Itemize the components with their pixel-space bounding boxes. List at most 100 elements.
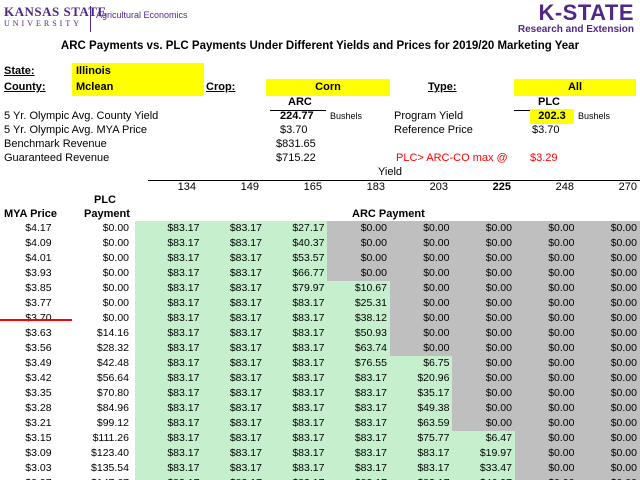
- ksu-wordmark: KANSAS STATE: [4, 4, 107, 19]
- arc-payment-cell: $0.00: [389, 221, 453, 236]
- arc-payment-cell: $0.00: [577, 326, 640, 341]
- type-field[interactable]: All: [514, 79, 636, 96]
- arc-payment-cell: $0.00: [514, 356, 578, 371]
- arc-payment-cell: $83.17: [202, 356, 265, 371]
- county-label: County:: [4, 81, 46, 93]
- mya-price-cell: $3.21: [25, 417, 52, 429]
- arc-payment-cell: $35.17: [389, 386, 453, 401]
- yield-header-cell: 165: [303, 181, 322, 193]
- plc-payment-cell: $0.00: [102, 252, 129, 264]
- arc-payment-cell: $6.47: [452, 431, 515, 446]
- arc-payment-cell: $0.00: [452, 296, 515, 311]
- arc-payment-cell: $0.00: [389, 281, 453, 296]
- bushels-unit-2: Bushels: [578, 111, 611, 121]
- arc-payment-cell: $27.17: [264, 221, 328, 236]
- arc-payment-cell: $0.00: [514, 221, 578, 236]
- plc-payment-cell: $0.00: [102, 237, 129, 249]
- mya-price-cell: $3.03: [25, 462, 52, 474]
- plc-column-header-line2: Payment: [84, 208, 130, 220]
- table-row: $3.49 $42.48 $83.17 $83.17 $83.17 $76.55 $6.75…: [0, 356, 640, 371]
- table-row: $4.01 $0.00 $83.17 $83.17 $53.57 $0.00 $0.00 $0…: [0, 251, 640, 266]
- arc-payment-cell: $0.00: [514, 251, 578, 266]
- plc-payment-cell: $42.48: [96, 357, 129, 369]
- plc-payment-cell: $0.00: [102, 267, 129, 279]
- yield-header-cell: 183: [366, 181, 385, 193]
- arc-payment-cell: $83.17: [264, 461, 328, 476]
- arc-payment-cell: $0.00: [514, 386, 578, 401]
- arc-payment-cell: $0.00: [577, 386, 640, 401]
- arc-payment-cell: $83.17: [202, 236, 265, 251]
- arc-payment-cell: $83.17: [327, 416, 390, 431]
- mya-price-cell: $4.01: [25, 252, 52, 264]
- mya-price-cell: $3.70: [25, 312, 52, 324]
- arc-payment-cell: $83.17: [327, 431, 390, 446]
- table-row: $3.09 $123.40 $83.17 $83.17 $83.17 $83.17 $83.…: [0, 446, 640, 461]
- plc-payment-cell: $14.16: [96, 327, 129, 339]
- arc-payment-cell: $83.17: [202, 371, 265, 386]
- mya-price-cell: $3.49: [25, 357, 52, 369]
- table-row: $3.35 $70.80 $83.17 $83.17 $83.17 $83.17 $35.1…: [0, 386, 640, 401]
- arc-payment-cell: $0.00: [452, 266, 515, 281]
- county-field[interactable]: Mclean: [72, 79, 204, 96]
- arc-payment-cell: $83.17: [264, 476, 328, 480]
- state-field[interactable]: Illinois: [72, 63, 204, 80]
- arc-payment-cell: $83.17: [135, 371, 203, 386]
- mya-price-cell: $3.56: [25, 342, 52, 354]
- arc-payment-cell: $83.17: [264, 341, 328, 356]
- mya-price-cell: $4.17: [25, 222, 52, 234]
- kstate-logo: K-STATE Research and Extension: [518, 0, 634, 36]
- plc-header: PLC: [538, 96, 560, 108]
- plc-payment-cell: $0.00: [102, 312, 129, 324]
- arc-payment-cell: $0.00: [389, 326, 453, 341]
- arc-payment-cell: $83.17: [264, 296, 328, 311]
- mya-price-cell: $3.63: [25, 327, 52, 339]
- arc-payment-cell: $83.17: [264, 326, 328, 341]
- arc-payment-cell: $0.00: [389, 311, 453, 326]
- crop-field[interactable]: Corn: [266, 79, 390, 96]
- arc-payment-cell: $0.00: [452, 341, 515, 356]
- arc-payment-cell: $0.00: [514, 476, 578, 480]
- state-label: State:: [4, 65, 35, 77]
- arc-payment-cell: $0.00: [577, 221, 640, 236]
- arc-payment-cell: $0.00: [577, 356, 640, 371]
- arc-payment-cell: $0.00: [389, 266, 453, 281]
- arc-payment-cell: $0.00: [514, 236, 578, 251]
- reference-price-value: $3.70: [532, 124, 560, 136]
- guaranteed-revenue-value: $715.22: [276, 152, 316, 164]
- yield-label: Yield: [378, 166, 403, 178]
- plc-payment-cell: $111.26: [92, 432, 129, 444]
- arc-payment-cell: $83.17: [202, 221, 265, 236]
- arc-payment-cell: $83.17: [202, 296, 265, 311]
- arc-payment-cell: $0.00: [452, 356, 515, 371]
- arc-payment-cell: $63.59: [389, 416, 453, 431]
- arc-payment-cell: $83.17: [135, 341, 203, 356]
- mya-price-cell: $3.15: [25, 432, 52, 444]
- arc-payment-cell: $83.17: [135, 236, 203, 251]
- header-divider: [90, 6, 91, 32]
- arc-payment-cell: $38.12: [327, 311, 390, 326]
- plc-max-value: $3.29: [530, 152, 558, 164]
- plc-payment-cell: $70.80: [96, 387, 129, 399]
- kstate-wordmark: K-STATE: [538, 0, 634, 25]
- arc-payment-cell: $83.17: [135, 221, 203, 236]
- arc-payment-cell: $83.17: [202, 386, 265, 401]
- arc-payment-cell: $0.00: [327, 236, 390, 251]
- arc-payment-cell: $83.17: [135, 266, 203, 281]
- arc-payment-cell: $0.00: [514, 371, 578, 386]
- arc-payment-cell: $0.00: [389, 236, 453, 251]
- table-row: $3.21 $99.12 $83.17 $83.17 $83.17 $83.17 $63.5…: [0, 416, 640, 431]
- arc-payment-cell: $0.00: [389, 341, 453, 356]
- arc-payment-cell: $83.17: [202, 251, 265, 266]
- arc-payment-cell: $76.55: [327, 356, 390, 371]
- plc-payment-cell: $135.54: [91, 462, 129, 474]
- mya-price-cell: $3.85: [25, 282, 52, 294]
- arc-payment-cell: $0.00: [577, 236, 640, 251]
- program-yield-field[interactable]: 202.3: [530, 109, 574, 124]
- arc-payment-cell: $10.67: [327, 281, 390, 296]
- plc-payment-cell: $99.12: [96, 417, 129, 429]
- arc-payment-cell: $83.17: [202, 431, 265, 446]
- current-price-marker: [0, 319, 72, 321]
- arc-payment-cell: $0.00: [514, 311, 578, 326]
- yield-header-cell: 225: [492, 181, 511, 193]
- arc-payment-cell: $19.97: [452, 446, 515, 461]
